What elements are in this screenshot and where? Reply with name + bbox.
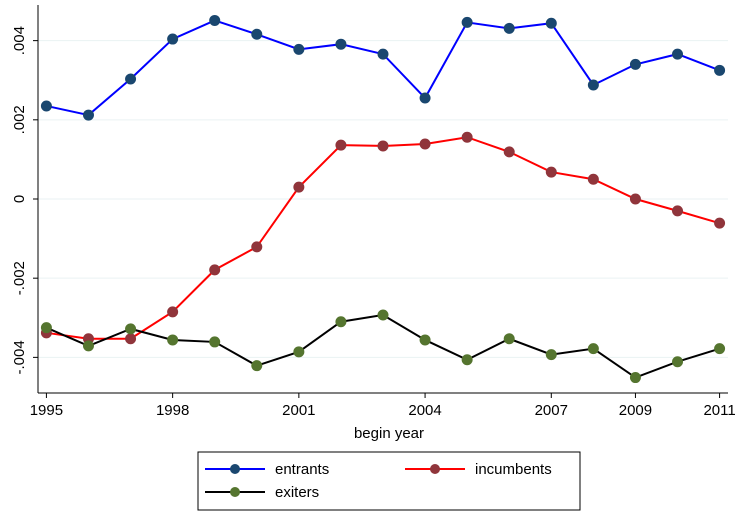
data-point (587, 343, 599, 355)
data-point (672, 205, 684, 217)
y-tick-label: 0 (11, 195, 28, 203)
x-tick-label: 2004 (408, 402, 441, 419)
data-point (293, 43, 305, 55)
data-point (82, 109, 94, 121)
legend-swatch-marker (230, 464, 240, 474)
y-tick-label: .002 (11, 105, 28, 134)
data-point (629, 58, 641, 70)
data-point (461, 131, 473, 143)
data-point (419, 334, 431, 346)
data-point (587, 79, 599, 91)
data-point (714, 64, 726, 76)
data-point (167, 33, 179, 45)
data-point (545, 17, 557, 29)
y-tick-label: -.002 (11, 261, 28, 295)
data-point (672, 356, 684, 368)
legend-swatch-marker (430, 464, 440, 474)
data-point (293, 181, 305, 193)
data-point (40, 100, 52, 112)
legend-box (197, 451, 581, 511)
data-point (251, 241, 263, 253)
data-point (629, 372, 641, 384)
x-tick-label: 1995 (30, 402, 63, 419)
data-point (461, 16, 473, 28)
data-point (545, 349, 557, 361)
data-point (503, 146, 515, 158)
data-point (335, 316, 347, 328)
data-point (167, 306, 179, 318)
data-point (209, 336, 221, 348)
legend-label: entrants (275, 461, 329, 478)
data-point (293, 346, 305, 358)
data-point (629, 193, 641, 205)
data-point (335, 38, 347, 50)
legend-label: incumbents (475, 461, 552, 478)
data-point (419, 92, 431, 104)
data-point (125, 323, 137, 335)
x-tick-label: 2009 (619, 402, 652, 419)
data-point (40, 322, 52, 334)
data-point (503, 333, 515, 345)
data-point (251, 360, 263, 372)
x-tick-label: 2001 (282, 402, 315, 419)
legend-label: exiters (275, 484, 319, 501)
data-point (82, 340, 94, 352)
data-point (503, 22, 515, 34)
data-point (167, 334, 179, 346)
data-point (377, 48, 389, 60)
data-point (125, 73, 137, 85)
data-point (125, 333, 137, 345)
data-point (419, 138, 431, 150)
data-point (377, 140, 389, 152)
x-tick-label: 2007 (535, 402, 568, 419)
data-point (672, 48, 684, 60)
data-point (335, 139, 347, 151)
x-axis-title: begin year (354, 425, 424, 442)
x-tick-label: 2011 (703, 402, 735, 419)
data-point (209, 264, 221, 276)
legend-swatch-marker (230, 487, 240, 497)
data-point (251, 28, 263, 40)
data-point (377, 309, 389, 321)
y-tick-label: -.004 (11, 340, 28, 374)
y-tick-label: .004 (11, 26, 28, 55)
x-tick-label: 1998 (156, 402, 189, 419)
data-point (714, 343, 726, 355)
data-point (461, 354, 473, 366)
data-point (714, 217, 726, 229)
data-point (587, 173, 599, 185)
data-point (209, 14, 221, 26)
data-point (545, 166, 557, 178)
